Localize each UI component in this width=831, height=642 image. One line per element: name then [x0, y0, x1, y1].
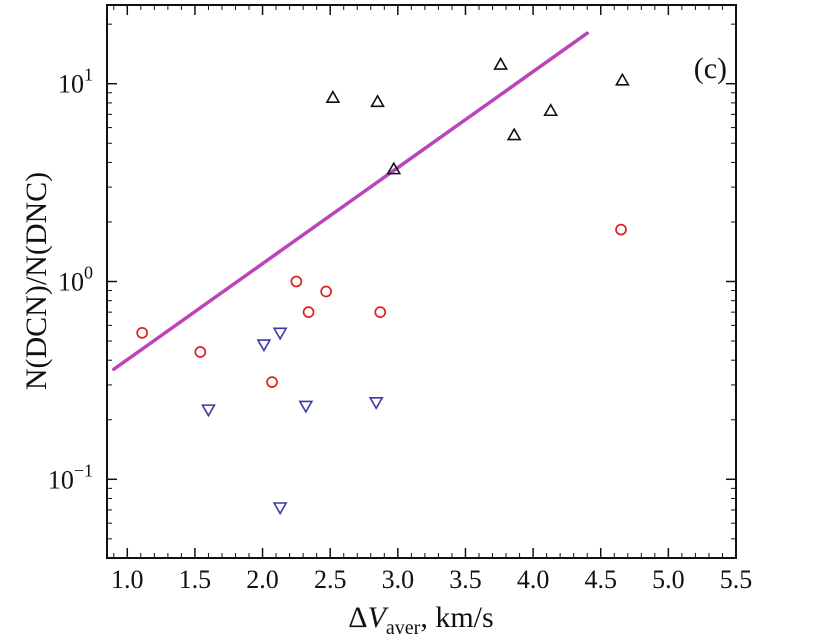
x-tick-label: 1.0 — [111, 565, 144, 594]
triangle-down-marker — [298, 400, 314, 414]
x-tick-label: 3.5 — [449, 565, 482, 594]
triangle-down-marker — [272, 502, 288, 516]
circle-marker — [320, 285, 332, 298]
x-tick-label: 4.0 — [517, 565, 550, 594]
triangle-down-marker — [272, 327, 288, 341]
x-tick-label: 1.5 — [179, 565, 212, 594]
x-axis-title: ΔVaver, km/s — [348, 601, 493, 639]
circle-marker — [615, 223, 627, 236]
circle-marker — [136, 327, 149, 339]
triangle-down-marker — [368, 397, 384, 410]
circle-marker — [302, 306, 315, 318]
fit-layer — [112, 31, 589, 372]
panel-label: (c) — [694, 52, 727, 85]
y-axis-title: N(DCN)/N(DNC) — [20, 172, 53, 390]
plot-frame — [106, 4, 737, 559]
y-tick-label: 10−1 — [48, 460, 93, 494]
triangle-down-marker — [201, 404, 216, 418]
circle-marker — [374, 306, 387, 318]
circle-marker — [194, 346, 207, 358]
x-tick-label: 4.5 — [584, 565, 617, 594]
triangle-up-marker — [370, 94, 385, 108]
triangle-up-marker — [493, 56, 509, 70]
triangle-up-marker — [325, 90, 341, 103]
triangle-up-marker — [506, 127, 522, 141]
x-tick-label: 5.0 — [652, 565, 685, 594]
triangle-up-marker — [386, 161, 402, 175]
triangle-down-marker — [256, 339, 272, 353]
y-tick-label: 100 — [58, 263, 93, 297]
x-tick-label: 2.5 — [314, 565, 347, 594]
triangle-up-marker — [543, 103, 559, 117]
triangle-up-marker — [614, 72, 630, 86]
x-tick-label: 3.0 — [382, 565, 415, 594]
x-tick-label: 2.0 — [246, 565, 279, 594]
points-layer — [136, 56, 630, 516]
circle-marker — [266, 376, 278, 388]
x-tick-label: 5.5 — [720, 565, 753, 594]
fit-line — [112, 31, 589, 372]
circle-marker — [290, 275, 303, 288]
y-tick-label: 101 — [58, 65, 93, 99]
ticks-layer: 1.0 1.5 2.0 2.5 3.0 3.5 4.0 4.5 5.0 5.5 10−1 100 101 — [48, 5, 752, 594]
